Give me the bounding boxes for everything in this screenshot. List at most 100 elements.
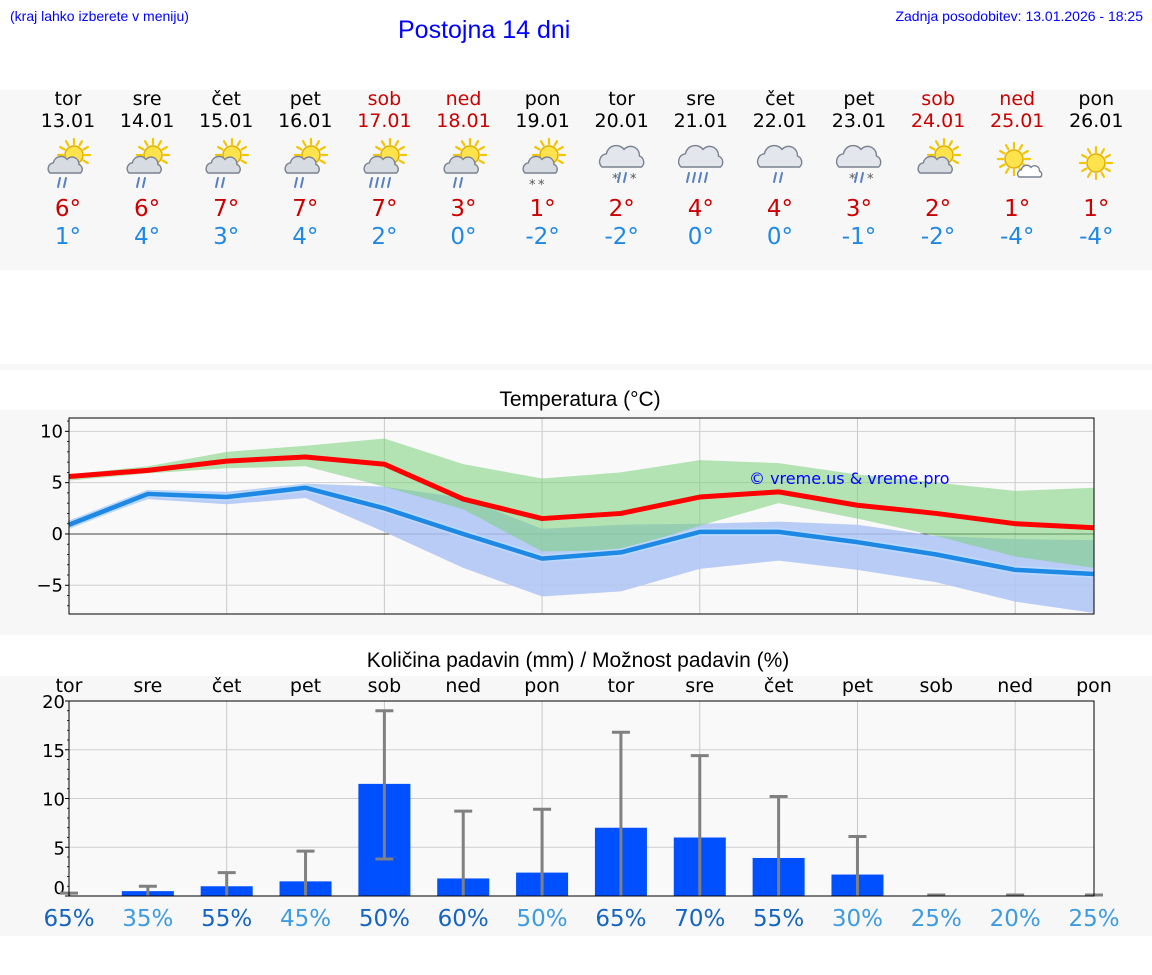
day-name: ned	[999, 88, 1036, 110]
min-temp: 0°	[450, 224, 477, 250]
cloud-heavy-rain-icon	[661, 133, 740, 195]
day-date: 24.01	[910, 110, 966, 132]
min-temp: -2°	[525, 224, 560, 250]
day-column: sre 21.01 4° 0°	[661, 88, 740, 251]
x-tick-label: tor	[56, 675, 83, 697]
y-tick-label: 20	[42, 692, 65, 713]
day-name: pet	[289, 88, 321, 110]
day-column: pet 23.01 * * 3° -1°	[820, 88, 899, 251]
precipitation-chart: 20 15 10 5 0 tor sre čet pet sob ned pon tor sre čet pe…	[42, 675, 1119, 932]
partly-sunny-rain-icon	[266, 133, 345, 195]
day-column: ned 25.01 1° -4°	[978, 88, 1057, 251]
day-forecast-row: tor 13.01 6° 1° sre 14.01 6° 4° čet 15.01 7° 3° pet 1…	[0, 88, 1152, 258]
day-date: 23.01	[831, 110, 887, 132]
y-tick-label: 10	[40, 421, 63, 442]
x-tick-label: čet	[212, 675, 242, 697]
svg-text:*: *	[612, 172, 619, 187]
x-tick-label: ned	[445, 675, 481, 697]
probability-label: 25%	[1068, 906, 1119, 932]
temperature-chart: 10 5 0 −5 © vreme.us & vreme.pro	[36, 417, 1095, 615]
x-tick-label: ned	[997, 675, 1033, 697]
max-temp: 1°	[529, 196, 556, 222]
min-temp: -2°	[604, 224, 639, 250]
min-temp: -2°	[920, 224, 956, 250]
probability-label: 60%	[438, 906, 489, 932]
day-column: sob 17.01 7° 2°	[345, 88, 424, 251]
day-name: sob	[921, 88, 955, 110]
day-date: 19.01	[515, 110, 570, 132]
probability-label: 45%	[280, 906, 331, 932]
day-date: 16.01	[278, 110, 333, 132]
svg-text:*: *	[538, 178, 545, 193]
max-temp: 4°	[766, 196, 793, 222]
day-date: 14.01	[119, 110, 175, 132]
day-column: pet 16.01 7° 4°	[266, 88, 345, 251]
max-temp: 2°	[608, 196, 635, 222]
min-temp: 1°	[54, 224, 82, 250]
sunny-icon	[1057, 133, 1136, 195]
max-temp: 6°	[134, 196, 161, 222]
day-column: čet 15.01 7° 3°	[187, 88, 266, 251]
max-temp: 1°	[1083, 196, 1110, 222]
day-name: ned	[445, 88, 482, 110]
page-title: Postojna 14 dni	[398, 16, 571, 44]
x-tick-label: pet	[842, 675, 873, 697]
probability-label: 35%	[122, 906, 173, 932]
probability-label: 55%	[753, 906, 804, 932]
max-temp: 7°	[292, 196, 319, 222]
x-tick-label: sob	[920, 675, 954, 697]
svg-text:*: *	[529, 178, 536, 193]
x-tick-label: pon	[524, 675, 560, 697]
watermark: © vreme.us & vreme.pro	[749, 469, 950, 488]
day-date: 22.01	[752, 110, 808, 132]
min-temp: 4°	[292, 224, 319, 250]
day-name: pon	[1078, 88, 1115, 110]
min-temp: 2°	[371, 224, 398, 250]
day-date: 15.01	[198, 110, 254, 132]
day-date: 25.01	[989, 110, 1045, 132]
min-temp-line	[68, 485, 1095, 577]
max-temp: 7°	[213, 196, 240, 222]
max-temp-line	[68, 454, 1095, 531]
cloud-sleet-icon: * *	[582, 133, 661, 195]
day-column: ned 18.01 3° 0°	[424, 88, 503, 251]
y-tick-label: 5	[52, 473, 63, 494]
plot-frame	[68, 417, 1095, 615]
max-temp: 7°	[371, 196, 398, 222]
max-temp: 2°	[925, 196, 952, 222]
plot-frame	[68, 700, 1095, 897]
day-column: tor 20.01 * * 2° -2°	[582, 88, 661, 251]
min-temp: 4°	[134, 224, 161, 250]
y-tick-label: 10	[42, 790, 65, 811]
probability-label: 55%	[201, 906, 252, 932]
day-name: sre	[132, 88, 162, 110]
day-name: čet	[765, 88, 795, 110]
location-hint[interactable]: (kraj lahko izberete v meniju)	[10, 8, 189, 24]
day-column: sre 14.01 6° 4°	[108, 88, 187, 251]
x-tick-label: sre	[685, 675, 714, 697]
probability-label: 50%	[359, 906, 410, 932]
separator-band	[0, 364, 1152, 370]
x-tick-label: pon	[1076, 675, 1112, 697]
max-temp: 6°	[54, 196, 82, 222]
min-temp: 0°	[687, 224, 714, 250]
min-temp: -4°	[1079, 224, 1114, 250]
day-date: 18.01	[436, 110, 491, 132]
probability-label: 25%	[911, 906, 962, 932]
precip-chart-title: Količina padavin (mm) / Možnost padavin …	[366, 649, 790, 672]
min-temp: -1°	[841, 224, 877, 250]
partly-sunny-rain-icon	[108, 133, 187, 195]
partly-sunny-rain-icon	[424, 133, 503, 195]
max-temp: 3°	[845, 196, 873, 222]
partly-sunny-rain-icon	[187, 133, 266, 195]
day-date: 20.01	[594, 110, 649, 132]
y-tick-label: 15	[42, 741, 65, 762]
probability-label: 65%	[595, 906, 646, 932]
svg-text:*: *	[867, 172, 874, 187]
day-name: pet	[843, 88, 875, 110]
day-name: sob	[367, 88, 402, 110]
day-date: 13.01	[40, 110, 96, 132]
svg-text:*: *	[849, 172, 856, 187]
partly-sunny-snow-icon: * *	[503, 133, 582, 195]
day-date: 26.01	[1069, 110, 1124, 132]
